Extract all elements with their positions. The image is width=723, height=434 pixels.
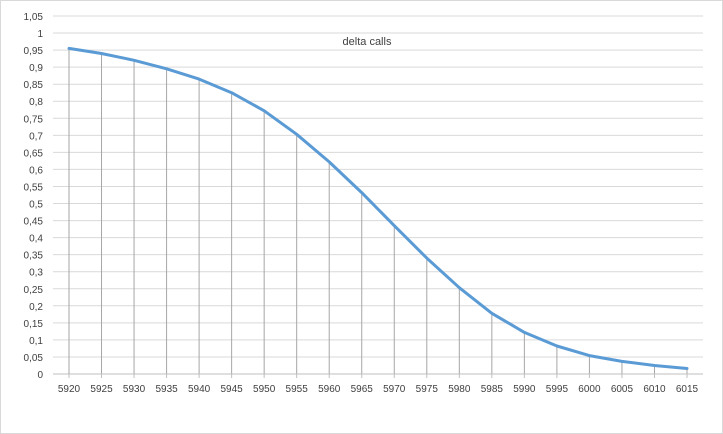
y-tick-label: 0,35 (24, 251, 44, 262)
data-point (555, 344, 559, 348)
y-tick-label: 0,15 (24, 319, 44, 330)
x-tick-label: 5970 (383, 384, 406, 395)
data-point (425, 256, 428, 260)
y-tick-label: 0,7 (29, 131, 43, 142)
data-point (132, 59, 136, 62)
x-tick-label: 5955 (286, 384, 309, 395)
y-tick-label: 0,4 (29, 234, 43, 245)
data-point (360, 191, 363, 194)
y-tick-label: 0,1 (29, 336, 43, 347)
y-tick-label: 0,8 (29, 97, 43, 108)
data-point (458, 286, 461, 289)
y-tick-label: 0,6 (29, 165, 43, 176)
x-tick-label: 5990 (513, 384, 536, 395)
x-tick-label: 5965 (351, 384, 374, 395)
x-tick-labels: 5920 5925 5930 5935 5940 5945 5950 5955 5960 5965… (58, 384, 699, 395)
chart-title: delta calls (343, 36, 392, 48)
y-tick-label: 0,2 (29, 302, 43, 313)
x-tick-label: 6015 (676, 384, 699, 395)
y-tick-label: 0,3 (29, 268, 43, 279)
grid-lines (53, 15, 703, 358)
axes (53, 373, 703, 378)
data-point (490, 312, 494, 315)
data-point (262, 109, 266, 112)
x-tick-label: 5960 (318, 384, 341, 395)
x-tick-label: 6010 (643, 384, 666, 395)
y-tick-label: 0,5 (29, 200, 43, 211)
data-point (620, 360, 624, 363)
data-point (393, 224, 396, 227)
y-tick-label: 0,25 (24, 285, 44, 296)
x-tick-label: 6000 (578, 384, 601, 395)
y-tick-label: 1,05 (24, 12, 44, 23)
y-tick-label: 0,95 (24, 46, 44, 57)
y-tick-label: 0,55 (24, 182, 44, 193)
x-tick-label: 6005 (611, 384, 634, 395)
y-tick-label: 1 (37, 29, 43, 40)
data-point (588, 354, 591, 357)
data-point (197, 77, 201, 81)
series-line-0 (67, 46, 689, 370)
y-tick-label: 0 (37, 370, 43, 381)
y-tick-label: 0,65 (24, 148, 44, 159)
series-lines (67, 46, 689, 370)
y-tick-labels: 0 0,05 0,1 0,15 0,2 0,25 0,3 0,35 0,4 0,45 0,5 0,55… (24, 12, 44, 381)
data-point (523, 331, 526, 334)
x-tick-label: 5920 (58, 384, 81, 395)
data-point (653, 364, 656, 367)
x-tick-label: 5950 (253, 384, 276, 395)
x-tick-label: 5940 (188, 384, 211, 395)
y-tick-label: 0,9 (29, 63, 43, 74)
y-tick-label: 0,75 (24, 114, 44, 125)
x-tick-label: 5935 (155, 384, 178, 395)
x-tick-label: 5985 (481, 384, 504, 395)
y-tick-label: 0,85 (24, 80, 44, 91)
x-tick-label: 5980 (448, 384, 471, 395)
data-point (67, 47, 71, 50)
drop-lines (68, 48, 688, 374)
y-tick-label: 0,05 (24, 353, 44, 364)
x-tick-label: 5995 (546, 384, 569, 395)
data-point (100, 52, 103, 55)
y-tick-label: 0,45 (24, 217, 44, 228)
data-point (295, 133, 298, 136)
x-tick-label: 5925 (90, 384, 113, 395)
data-point (165, 67, 168, 71)
x-tick-label: 5930 (123, 384, 146, 395)
data-point (230, 91, 233, 94)
data-point (685, 367, 689, 370)
x-tick-label: 5945 (221, 384, 244, 395)
x-tick-label: 5975 (416, 384, 439, 395)
data-point (328, 160, 331, 164)
